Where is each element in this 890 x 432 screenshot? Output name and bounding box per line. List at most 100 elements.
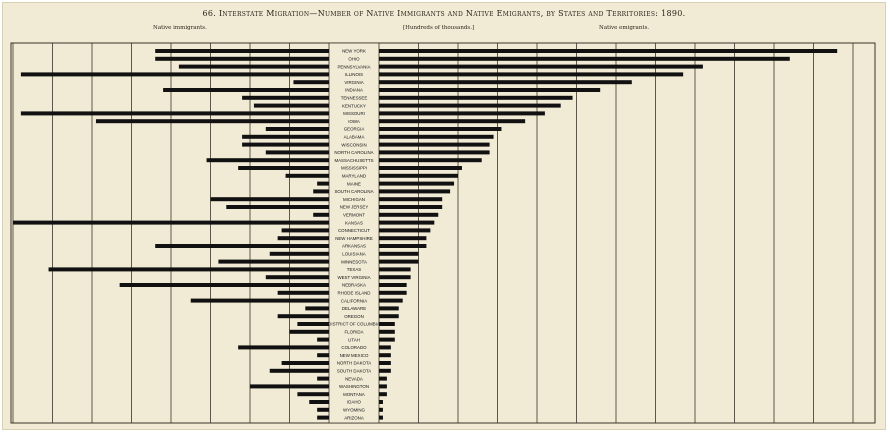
state-label: FLORIDA (344, 330, 363, 335)
immigrant-bar (309, 400, 329, 404)
emigrant-bar (379, 119, 526, 124)
emigrant-bar (379, 228, 431, 233)
emigrant-bar (379, 259, 419, 264)
state-label: NEW MEXICO (340, 353, 369, 358)
immigrant-bar (218, 259, 329, 264)
state-label: MICHIGAN (343, 197, 365, 202)
immigrant-bar (242, 95, 329, 100)
immigrant-bar (155, 56, 329, 61)
state-label: COLORADO (341, 345, 367, 350)
immigrant-bar (190, 298, 329, 303)
state-label: INDIANA (345, 88, 363, 93)
immigrant-bar (250, 384, 329, 389)
immigrant-bar (163, 88, 329, 92)
immigrant-bar (206, 158, 329, 163)
emigrant-bar (379, 236, 427, 241)
emigrant-bar (379, 103, 561, 108)
unit-label: [Hundreds of thousands.] (403, 25, 475, 31)
emigrant-bar (379, 205, 443, 209)
immigrant-bar (297, 392, 329, 397)
state-label: GEORGIA (344, 127, 365, 132)
immigrant-bar (277, 290, 329, 295)
state-label: ALABAMA (344, 135, 365, 140)
immigrant-bar (305, 306, 329, 311)
immigrant-bar (95, 119, 329, 124)
immigrant-bar (317, 353, 329, 358)
emigrant-bar (379, 290, 407, 295)
immigrant-bar (265, 150, 329, 155)
immigrant-bar (293, 80, 329, 85)
emigrant-bar (379, 95, 573, 100)
state-label: WYOMING (343, 408, 366, 413)
state-label: TEXAS (347, 267, 361, 272)
state-label: ILLINOIS (345, 72, 363, 77)
emigrant-bar (379, 189, 451, 194)
emigrant-bar (379, 400, 383, 404)
emigrant-bar (379, 337, 395, 342)
state-label: NEW HAMPSHIRE (335, 236, 373, 241)
emigrant-bar (379, 64, 703, 69)
state-label: WEST VIRGINIA (337, 275, 370, 280)
emigrant-bar (379, 322, 395, 326)
immigrant-bar (313, 189, 329, 194)
immigrant-bar (238, 345, 329, 350)
state-label: SOUTH CAROLINA (334, 189, 373, 194)
emigrant-bar (379, 158, 482, 163)
immigrant-bar (281, 361, 329, 365)
emigrant-bar (379, 306, 399, 311)
emigrant-bar (379, 415, 383, 420)
emigrant-bar (379, 329, 395, 334)
emigrant-bar (379, 244, 427, 248)
emigrant-bar (379, 111, 545, 116)
emigrant-bar (379, 384, 387, 389)
immigrant-bar (155, 49, 329, 53)
emigrant-bar (379, 267, 411, 272)
emigrant-bar (379, 49, 838, 53)
emigrant-bar (379, 142, 490, 147)
immigrant-bar (277, 314, 329, 319)
immigrant-bar (242, 134, 329, 139)
emigrant-bar (379, 56, 790, 61)
immigrant-bar (13, 220, 329, 225)
left-series-label: Native immigrants. (153, 25, 207, 31)
emigrant-bar (379, 150, 490, 155)
state-label: NORTH CAROLINA (334, 150, 373, 155)
state-label: TENNESSEE (341, 96, 368, 101)
state-label: NEW YORK (342, 49, 366, 54)
immigrant-bar (242, 142, 329, 147)
immigrant-bar (269, 251, 329, 256)
immigrant-bar (119, 283, 330, 287)
immigrant-bar (297, 322, 329, 326)
immigrant-bar (48, 267, 330, 272)
state-label: PENNSYLVANIA (337, 64, 370, 69)
state-label: IOWA (348, 119, 360, 124)
immigrant-bar (317, 376, 329, 381)
immigrant-bar (20, 111, 330, 116)
state-label: NEVADA (345, 376, 363, 381)
emigrant-bar (379, 283, 407, 287)
state-label: IDAHO (347, 400, 361, 405)
immigrant-bar (265, 275, 329, 280)
state-label: MONTANA (343, 392, 365, 397)
state-label: VIRGINIA (344, 80, 363, 85)
immigrant-bar (238, 166, 329, 170)
state-label: KANSAS (345, 220, 363, 225)
emigrant-bar (379, 197, 443, 202)
immigrant-bar (317, 337, 329, 342)
migration-chart: NEW YORK OHIO PENNSYLVANIA ILLINOIS VIRGINIA… (10, 42, 876, 424)
state-label: WASHINGTON (339, 384, 369, 389)
immigrant-bar (277, 236, 329, 241)
state-label: VERMONT (343, 213, 365, 218)
immigrant-bar (285, 173, 329, 178)
emigrant-bar (379, 368, 391, 373)
chart-frame (10, 42, 876, 424)
emigrant-bar (379, 314, 399, 319)
emigrant-bar (379, 181, 455, 186)
emigrant-bar (379, 220, 435, 225)
state-label: NORTH DAKOTA (337, 361, 372, 366)
immigrant-bar (289, 329, 329, 334)
immigrant-bar (226, 205, 329, 209)
emigrant-bar (379, 392, 387, 397)
state-label: MASSACHUSETTS (334, 158, 373, 163)
